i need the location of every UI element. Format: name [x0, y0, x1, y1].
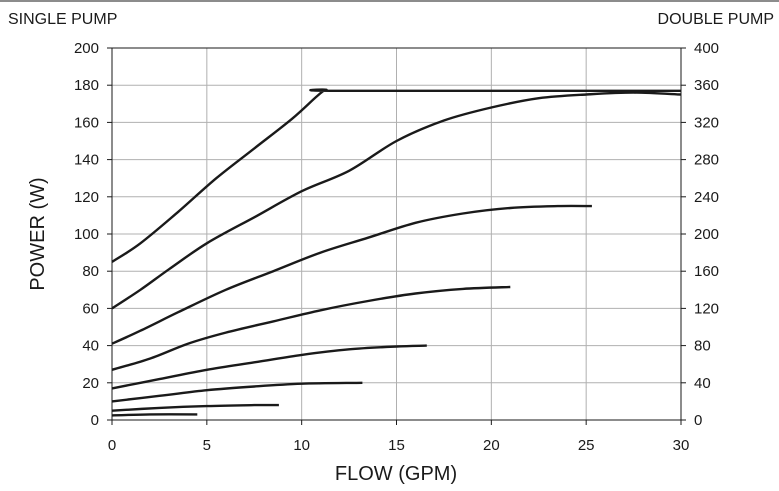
x-tick-label: 5	[203, 437, 211, 454]
x-tick-label: 20	[483, 437, 500, 454]
y2-tick-label: 160	[694, 263, 719, 280]
y-tick-label: 80	[82, 263, 99, 280]
power-curve-8	[111, 413, 198, 417]
power-curve-5	[111, 344, 427, 390]
y2-tick-label: 400	[694, 40, 719, 57]
y-tick-label: 140	[74, 152, 99, 169]
y-tick-label: 100	[74, 226, 99, 243]
left-axis-corner-title: SINGLE PUMP	[8, 11, 117, 28]
y-tick-label: 60	[82, 300, 99, 317]
grid	[111, 47, 682, 421]
y-tick-label: 180	[74, 77, 99, 94]
y-tick-label: 20	[82, 375, 99, 392]
y-tick-label: 160	[74, 114, 99, 131]
power-curve-6	[111, 381, 363, 403]
x-tick-label: 10	[293, 437, 310, 454]
power-curve-1	[111, 88, 682, 263]
y-tick-label: 120	[74, 189, 99, 206]
y2-tick-label: 120	[694, 300, 719, 317]
y2-tick-label: 280	[694, 152, 719, 169]
y2-tick-label: 320	[694, 114, 719, 131]
y2-tick-label: 240	[694, 189, 719, 206]
power-curve-7	[111, 403, 279, 412]
power-curve-2	[111, 91, 682, 310]
y2-tick-label: 80	[694, 338, 711, 355]
x-tick-label: 25	[578, 437, 595, 454]
y2-tick-label: 200	[694, 226, 719, 243]
x-tick-label: 15	[388, 437, 405, 454]
y-tick-label: 200	[74, 40, 99, 57]
y2-tick-label: 360	[694, 77, 719, 94]
y-tick-label: 40	[82, 338, 99, 355]
x-axis-title: FLOW (GPM)	[335, 463, 457, 485]
power-curve-3	[111, 204, 592, 345]
power-curves	[111, 88, 682, 417]
y-tick-label: 0	[91, 412, 99, 429]
right-axis-corner-title: DOUBLE PUMP	[658, 11, 774, 28]
power-curve-4	[111, 285, 511, 371]
y2-tick-label: 40	[694, 375, 711, 392]
y2-tick-label: 0	[694, 412, 702, 429]
x-tick-label: 30	[673, 437, 690, 454]
y-axis-title: POWER (W)	[27, 177, 49, 290]
x-tick-label: 0	[108, 437, 116, 454]
